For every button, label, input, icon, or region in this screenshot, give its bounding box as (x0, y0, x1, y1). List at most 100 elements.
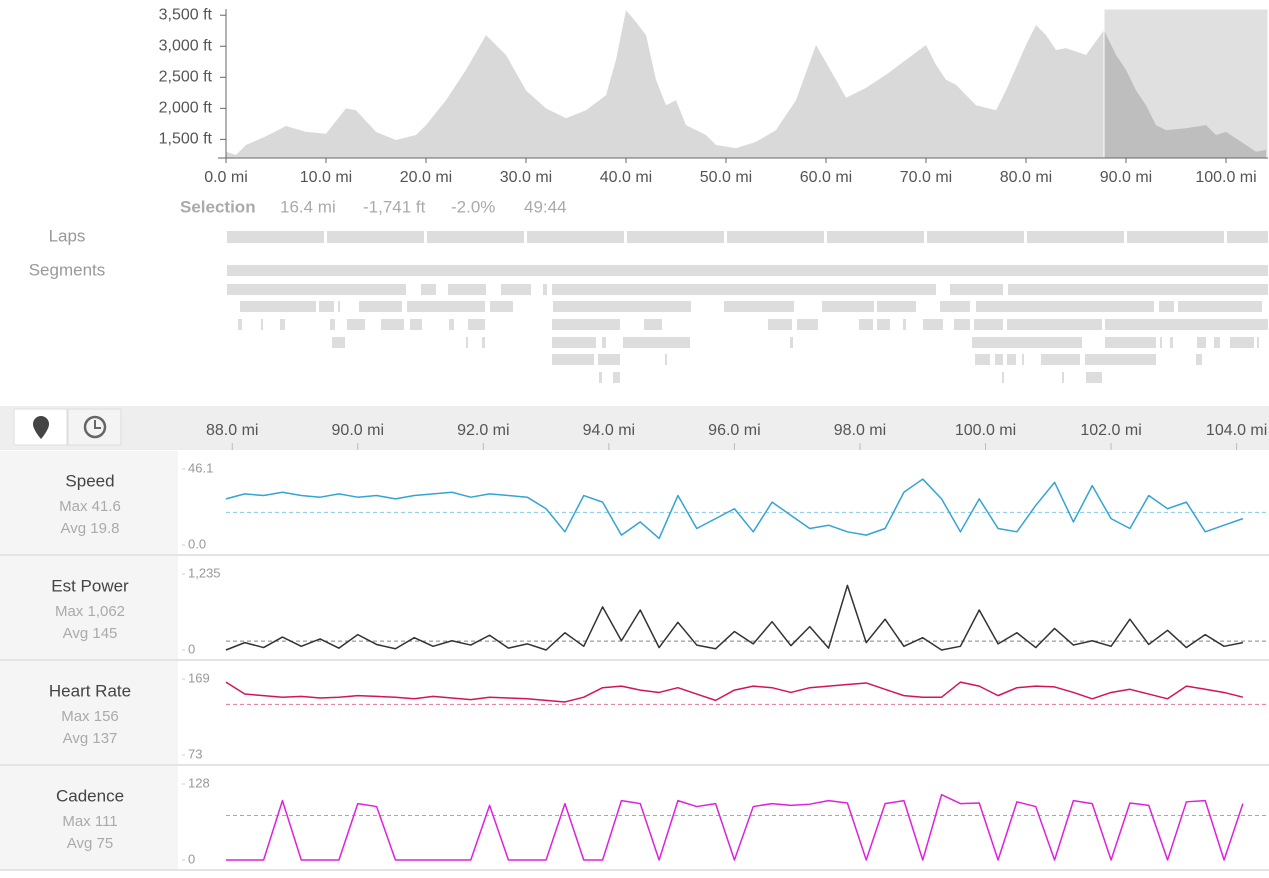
segment-bar (227, 265, 1268, 276)
segment-bar (1022, 354, 1024, 365)
selection-label: Selection (180, 197, 256, 216)
segment-bar (976, 301, 1154, 312)
segment-bar (950, 284, 1003, 295)
x-tick-label: 20.0 mi (400, 169, 452, 186)
clock-hands (94, 420, 101, 429)
time-toggle[interactable] (67, 408, 122, 446)
segment-bar (543, 284, 547, 295)
x-tick-label: 98.0 mi (834, 422, 886, 439)
lap-bar (427, 231, 524, 243)
x-tick-label: 90.0 mi (1100, 169, 1152, 186)
segment-bar (1105, 337, 1156, 348)
segment-bar (381, 319, 404, 330)
stream-label-panel (0, 556, 178, 659)
lap-bar (527, 231, 624, 243)
segment-bar (1008, 284, 1268, 295)
lap-bar (1027, 231, 1124, 243)
laps-label: Laps (49, 226, 86, 245)
segment-bar (1196, 354, 1202, 365)
segment-bar (598, 354, 620, 365)
selection-time: 49:44 (524, 197, 567, 216)
x-tick-label: 104.0 mi (1206, 422, 1267, 439)
segment-bar (665, 354, 667, 365)
segment-bar (877, 319, 890, 330)
segment-bar (1159, 301, 1174, 312)
y-tick-label: 0.0 (188, 536, 206, 551)
x-tick-label: 88.0 mi (206, 422, 258, 439)
segment-bar (261, 319, 263, 330)
lap-bar (627, 231, 724, 243)
stream-line (225, 793, 1244, 861)
segment-bar (975, 354, 990, 365)
lap-bar (727, 231, 824, 243)
y-tick-label: 3,500 ft (159, 6, 213, 23)
stream-label-panel (0, 451, 178, 554)
segment-bar (466, 337, 468, 348)
y-tick-label: 1,235 (188, 565, 221, 580)
segment-bar (644, 319, 662, 330)
y-tick-label: 2,000 ft (159, 100, 213, 117)
stream-avg: Avg 145 (63, 625, 118, 642)
segment-bar (1086, 372, 1102, 383)
lap-bar (827, 231, 924, 243)
segment-bar (877, 301, 916, 312)
segment-bar (1197, 337, 1206, 348)
segment-bar (280, 319, 285, 330)
stream-max: Max 1,062 (55, 603, 125, 620)
x-tick-label: 50.0 mi (700, 169, 752, 186)
segment-bar (1257, 337, 1259, 348)
stream-line (225, 584, 1244, 651)
x-tick-label: 92.0 mi (457, 422, 509, 439)
y-tick-label: 128 (188, 775, 210, 790)
lap-bar (227, 231, 324, 243)
segment-bar (1105, 319, 1268, 330)
pin-icon (33, 416, 49, 439)
segment-bar (599, 372, 602, 383)
segment-bar (240, 301, 316, 312)
segment-bar (1230, 337, 1254, 348)
segment-bar (1002, 372, 1004, 383)
x-tick-label: 60.0 mi (800, 169, 852, 186)
segment-bar (332, 337, 345, 348)
segment-bar (623, 337, 690, 348)
stream-name: Speed (65, 471, 114, 490)
stream-label-panel (0, 766, 178, 869)
segment-bar (974, 319, 1003, 330)
segment-bar (359, 301, 402, 312)
segment-bar (1007, 354, 1016, 365)
stream-name: Est Power (51, 576, 129, 595)
clock-icon (83, 415, 107, 439)
y-tick-label: 2,500 ft (159, 69, 213, 86)
segment-bar (1214, 337, 1220, 348)
segment-bar (501, 284, 531, 295)
segment-bar (768, 319, 792, 330)
segment-bar (923, 319, 943, 330)
stream-max: Max 111 (62, 813, 117, 830)
segment-bar (407, 301, 485, 312)
segments-label: Segments (29, 260, 106, 279)
segment-bar (1178, 301, 1262, 312)
segment-bar (330, 319, 335, 330)
selection-distance: 16.4 mi (280, 197, 336, 216)
segment-bar (1007, 319, 1102, 330)
stream-avg: Avg 137 (63, 730, 118, 747)
segment-bar (448, 284, 486, 295)
x-tick-label: 80.0 mi (1000, 169, 1052, 186)
y-tick-label: 169 (188, 670, 210, 685)
segment-bar (995, 354, 1003, 365)
selection-highlight (1103, 8, 1269, 159)
y-tick-label: 3,000 ft (159, 37, 213, 54)
stream-name: Cadence (56, 786, 124, 805)
selection-grade: -2.0% (451, 197, 495, 216)
x-tick-label: 100.0 mi (1195, 169, 1256, 186)
segment-bar (421, 284, 436, 295)
x-tick-label: 40.0 mi (600, 169, 652, 186)
segment-bar (1085, 354, 1156, 365)
segment-bar (903, 319, 906, 330)
segment-bar (954, 319, 970, 330)
segment-bar (227, 284, 406, 295)
stream-header (0, 406, 1269, 450)
x-tick-label: 10.0 mi (300, 169, 352, 186)
stream-avg: Avg 75 (67, 835, 113, 852)
